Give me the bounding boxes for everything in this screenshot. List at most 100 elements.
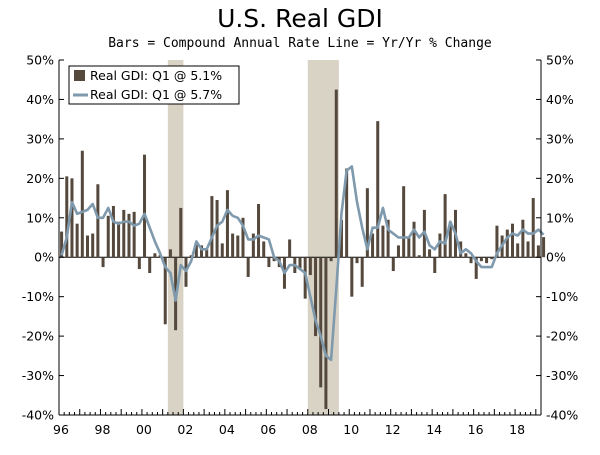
bar [132,211,136,258]
legend-box [68,65,240,105]
bar [200,245,204,258]
bar [205,249,209,258]
bar [531,198,535,258]
bar [262,241,266,258]
bar [314,257,318,337]
bar [225,190,229,258]
bar [60,231,64,258]
bar [505,229,509,258]
bar [251,233,255,258]
y-tick-label-left: 0% [34,250,54,265]
bar [308,257,312,275]
y-tick-label-right: -10% [546,289,578,304]
bar [179,207,183,258]
bar-series [60,89,546,410]
bar [236,235,240,258]
bar [521,219,525,258]
bar [536,245,540,258]
bar [288,239,292,258]
bar [443,194,447,258]
y-tick-label-right: -20% [546,329,578,344]
x-tick-label: 00 [136,422,152,437]
bar [210,196,214,258]
bar [153,253,157,258]
y-tick-label-right: 50% [546,53,574,68]
bar [127,213,131,258]
bar [495,225,499,258]
bar [345,168,349,258]
legend: Real GDI: Q1 @ 5.1% Real GDI: Q1 @ 5.7% [68,65,240,105]
bar [386,219,390,258]
bar [360,257,364,287]
bar [350,257,354,297]
bar [96,184,100,258]
bar [111,205,115,258]
bar [267,257,271,268]
x-tick-label: 10 [343,422,359,437]
axes: 50% 50% 40% 40% 30% 30% 20% 20% 10% 10% 0% 0% -10% -1… [22,53,579,438]
bar [433,257,437,273]
recession-band-1 [307,60,339,415]
x-tick-label: 18 [509,422,525,437]
x-tick-label: 98 [95,422,111,437]
bar [86,235,90,258]
bar [168,249,172,258]
bar [396,245,400,258]
bar [365,188,369,258]
y-tick-label-right: 40% [546,92,574,107]
bar [448,221,452,258]
y-tick-label-left: -30% [22,368,54,383]
bar [339,219,343,258]
y-tick-label-left: 50% [26,53,54,68]
x-tick-label: 96 [53,422,69,437]
bar [428,249,432,258]
legend-label-line: Real GDI: Q1 @ 5.7% [90,87,222,102]
bar [407,237,411,258]
legend-bar-swatch [74,70,85,81]
recession-band-0 [167,60,184,415]
bar [334,89,338,258]
bar [381,225,385,258]
bar [65,176,69,258]
bar [246,257,250,277]
bar [402,186,406,258]
bar [412,221,416,258]
bar [526,241,530,258]
legend-label-bars: Real GDI: Q1 @ 5.1% [90,68,222,83]
bar [371,233,375,258]
bar [220,243,224,258]
bar [490,257,494,260]
bar [479,257,483,262]
bar [75,223,79,258]
x-tick-label: 16 [468,422,484,437]
chart-title: U.S. Real GDI [217,4,383,33]
y-tick-label-left: 10% [26,210,54,225]
bar [231,233,235,258]
bar [148,257,152,273]
bar [464,253,468,258]
x-tick-label: 02 [177,422,193,437]
bar [298,257,302,270]
y-tick-label-left: 20% [26,171,54,186]
y-tick-label-right: 10% [546,210,574,225]
bar [542,237,546,258]
y-tick-label-right: 30% [546,131,574,146]
bar [194,243,198,258]
bar [329,257,333,262]
y-tick-label-left: 30% [26,131,54,146]
bar [70,178,74,258]
bar [257,203,261,258]
bar [143,154,147,258]
bar [376,121,380,258]
bar [91,233,95,258]
bar [469,257,473,264]
y-tick-label-right: 20% [546,171,574,186]
bar [122,209,126,258]
y-tick-label-left: -20% [22,329,54,344]
x-tick-label: 04 [219,422,235,437]
bar [106,215,110,258]
bar [117,221,121,258]
bar [137,257,141,270]
bar [80,150,84,258]
bar [438,233,442,258]
